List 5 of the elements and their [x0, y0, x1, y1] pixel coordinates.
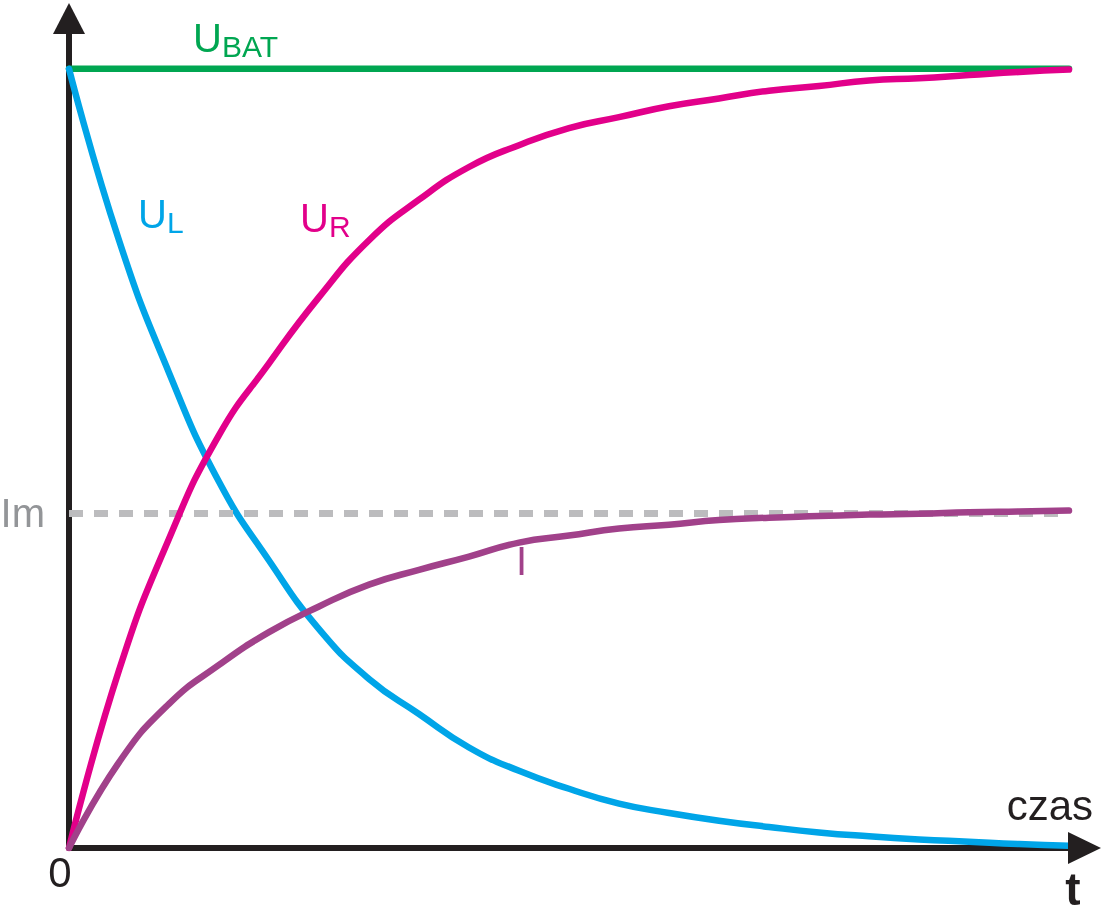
text: t — [1065, 863, 1081, 915]
x-axis-title: czas — [1006, 781, 1093, 829]
text: 0 — [48, 848, 72, 896]
ref-line-label: Im — [0, 490, 45, 535]
series-label: I — [516, 539, 528, 583]
